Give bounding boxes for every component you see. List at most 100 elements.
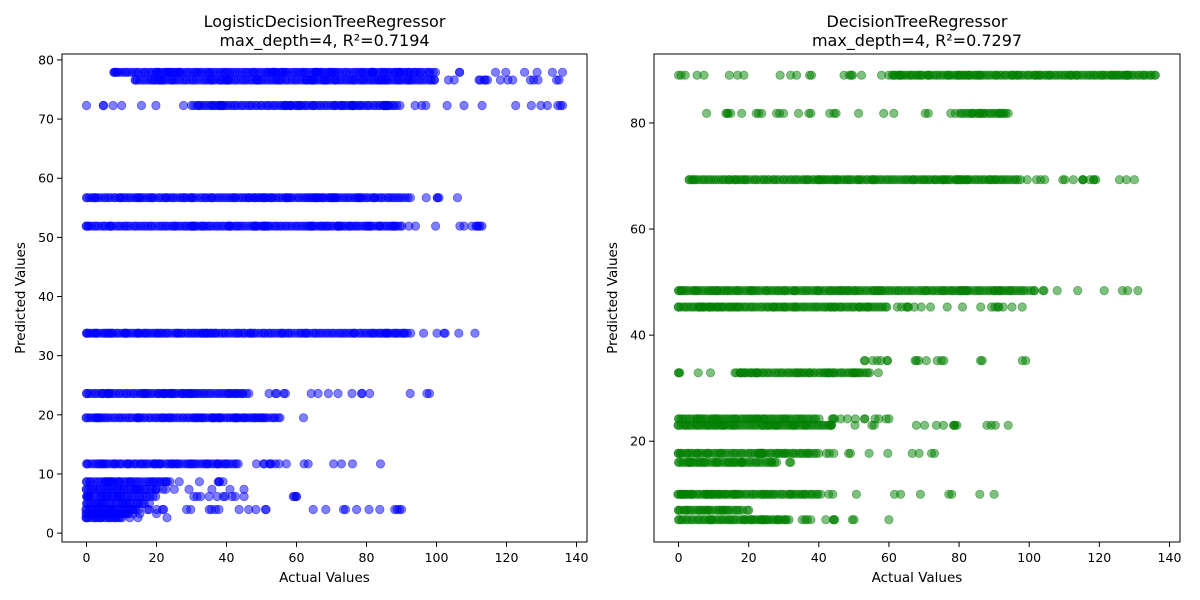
data-point <box>975 108 985 119</box>
data-point <box>251 221 261 231</box>
data-point <box>316 221 326 231</box>
data-point <box>732 302 742 312</box>
data-point <box>1052 285 1062 296</box>
x-tick-label: 140 <box>1158 550 1182 565</box>
data-point <box>800 515 810 525</box>
data-point <box>687 457 697 467</box>
data-point <box>218 491 228 502</box>
data-point <box>263 221 273 231</box>
data-point <box>151 491 161 502</box>
y-tick-label: 10 <box>38 466 54 481</box>
data-point <box>1058 175 1068 185</box>
data-point <box>856 70 867 80</box>
data-point <box>739 368 750 378</box>
data-point <box>399 328 409 338</box>
data-point <box>202 459 212 469</box>
data-point <box>125 513 135 523</box>
data-point <box>186 459 196 469</box>
data-point <box>991 70 1001 80</box>
data-point <box>293 100 303 111</box>
data-point <box>168 75 178 85</box>
y-tick-label: 30 <box>38 348 54 363</box>
data-point <box>307 221 317 231</box>
data-point <box>1120 70 1131 80</box>
left-chart-title: LogisticDecisionTreeRegressor <box>204 12 446 31</box>
data-point <box>149 459 159 469</box>
data-point <box>430 67 441 77</box>
data-point <box>882 302 892 312</box>
data-point <box>944 489 954 499</box>
data-point <box>864 368 875 378</box>
data-point <box>81 221 92 231</box>
data-point <box>702 448 712 458</box>
data-point <box>957 302 968 312</box>
data-point <box>673 489 684 499</box>
data-point <box>368 328 378 338</box>
data-point <box>831 108 841 119</box>
data-point <box>801 420 812 430</box>
data-point <box>390 328 400 338</box>
data-point <box>357 388 367 399</box>
data-point <box>842 414 853 424</box>
data-point <box>174 477 184 487</box>
left-points-layer <box>81 67 568 523</box>
data-point <box>192 67 202 77</box>
data-point <box>804 70 815 80</box>
data-point <box>876 70 887 80</box>
data-point <box>194 100 204 111</box>
data-point <box>251 504 261 515</box>
data-point <box>405 388 415 399</box>
y-tick-label: 60 <box>630 222 646 237</box>
data-point <box>1013 70 1023 80</box>
data-point <box>281 193 291 203</box>
data-point <box>440 328 450 338</box>
data-point <box>702 420 712 430</box>
data-point <box>100 477 110 487</box>
data-point <box>270 388 280 399</box>
data-point <box>149 75 160 85</box>
data-point <box>251 75 261 85</box>
data-point <box>699 457 710 467</box>
data-point <box>847 368 858 378</box>
data-point <box>273 75 284 85</box>
data-point <box>421 193 431 203</box>
data-point <box>942 302 952 312</box>
data-point <box>152 328 162 338</box>
data-point <box>919 420 930 430</box>
data-point <box>277 328 287 338</box>
data-point <box>786 70 796 80</box>
data-point <box>454 67 465 77</box>
data-point <box>554 75 564 85</box>
data-point <box>740 515 750 525</box>
data-point <box>205 67 215 77</box>
data-point <box>778 108 789 119</box>
data-point <box>673 448 684 458</box>
data-point <box>813 285 823 296</box>
data-point <box>330 100 340 111</box>
data-point <box>883 448 893 458</box>
data-point <box>394 67 404 77</box>
data-point <box>757 515 767 525</box>
data-point <box>804 108 814 119</box>
data-point <box>681 505 691 515</box>
data-point <box>345 221 355 231</box>
data-point <box>136 100 147 111</box>
data-point <box>172 459 182 469</box>
data-point <box>745 285 755 296</box>
data-point <box>976 302 986 312</box>
data-point <box>230 388 240 399</box>
data-point <box>816 489 826 499</box>
data-point <box>1068 175 1078 185</box>
data-point <box>1022 175 1032 185</box>
data-point <box>863 302 873 312</box>
data-point <box>81 477 92 487</box>
data-point <box>542 100 553 111</box>
data-point <box>729 457 739 467</box>
data-point <box>347 459 358 469</box>
data-point <box>117 100 127 111</box>
data-point <box>99 100 109 111</box>
data-point <box>106 221 116 231</box>
data-point <box>267 193 277 203</box>
data-point <box>768 302 779 312</box>
data-point <box>397 221 407 231</box>
